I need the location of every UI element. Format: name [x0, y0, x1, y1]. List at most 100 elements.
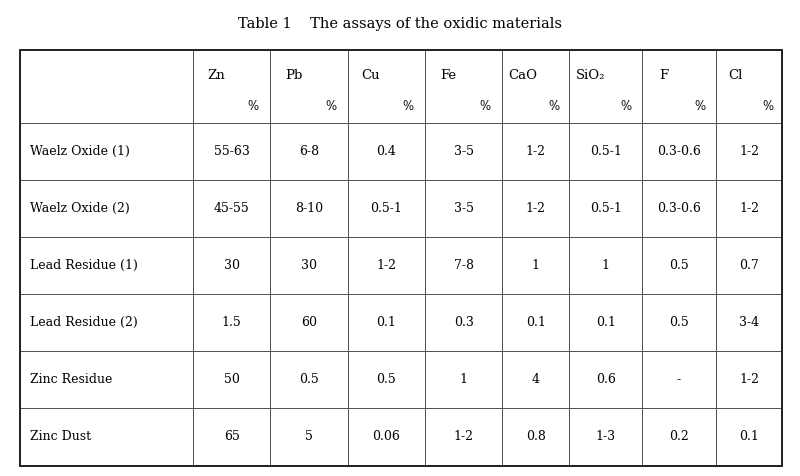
Text: 50: 50 [224, 373, 240, 387]
Text: %: % [694, 100, 705, 113]
Bar [20, 408, 193, 466]
Bar [193, 294, 270, 351]
Text: 0.5: 0.5 [377, 373, 396, 387]
Bar [270, 180, 348, 237]
Text: Cu: Cu [362, 69, 380, 82]
Text: Pb: Pb [285, 69, 302, 82]
Bar [348, 123, 425, 180]
Bar [502, 180, 569, 237]
Bar [569, 351, 642, 408]
Text: 30: 30 [224, 259, 240, 272]
Text: Zinc Dust: Zinc Dust [30, 430, 91, 444]
Text: 0.3-0.6: 0.3-0.6 [657, 202, 701, 215]
Bar [569, 50, 642, 123]
Bar [569, 237, 642, 294]
Bar [20, 50, 782, 466]
Bar [270, 294, 348, 351]
Bar [642, 351, 715, 408]
Bar [642, 180, 715, 237]
Bar [569, 294, 642, 351]
Text: Waelz Oxide (1): Waelz Oxide (1) [30, 145, 130, 158]
Text: 1-2: 1-2 [526, 202, 546, 215]
Bar [569, 180, 642, 237]
Text: %: % [248, 100, 259, 113]
Text: 0.2: 0.2 [669, 430, 689, 444]
Bar [642, 294, 715, 351]
Bar [715, 123, 782, 180]
Text: 0.6: 0.6 [596, 373, 616, 387]
Bar [348, 294, 425, 351]
Text: Lead Residue (2): Lead Residue (2) [30, 316, 138, 329]
Bar [569, 123, 642, 180]
Bar [20, 50, 193, 123]
Bar [20, 180, 193, 237]
Text: 1-2: 1-2 [739, 373, 759, 387]
Bar [270, 123, 348, 180]
Text: 30: 30 [301, 259, 317, 272]
Text: 0.4: 0.4 [376, 145, 396, 158]
Bar [193, 123, 270, 180]
Text: 0.1: 0.1 [526, 316, 546, 329]
Bar [502, 237, 569, 294]
Bar [425, 123, 502, 180]
Bar [348, 180, 425, 237]
Bar [20, 237, 193, 294]
Bar [193, 408, 270, 466]
Text: 0.5: 0.5 [299, 373, 319, 387]
Text: 5: 5 [305, 430, 313, 444]
Text: F: F [660, 69, 669, 82]
Text: 1: 1 [602, 259, 610, 272]
Text: 60: 60 [301, 316, 317, 329]
Text: 0.3-0.6: 0.3-0.6 [657, 145, 701, 158]
Bar [270, 237, 348, 294]
Bar [193, 351, 270, 408]
Bar [502, 50, 569, 123]
Text: 0.1: 0.1 [376, 316, 396, 329]
Text: %: % [621, 100, 632, 113]
Bar [715, 294, 782, 351]
Text: %: % [480, 100, 490, 113]
Bar [193, 180, 270, 237]
Bar [425, 180, 502, 237]
Bar [348, 408, 425, 466]
Text: CaO: CaO [508, 69, 537, 82]
Text: 6-8: 6-8 [299, 145, 319, 158]
Text: 1.5: 1.5 [222, 316, 242, 329]
Bar [348, 351, 425, 408]
Text: 0.5: 0.5 [669, 316, 689, 329]
Bar [348, 50, 425, 123]
Text: 1-2: 1-2 [376, 259, 396, 272]
Bar [715, 180, 782, 237]
Bar [270, 50, 348, 123]
Text: %: % [402, 100, 414, 113]
Text: Lead Residue (1): Lead Residue (1) [30, 259, 138, 272]
Bar [502, 294, 569, 351]
Bar [715, 351, 782, 408]
Text: %: % [549, 100, 560, 113]
Text: SiO₂: SiO₂ [576, 69, 606, 82]
Bar [348, 237, 425, 294]
Bar [193, 50, 270, 123]
Text: 45-55: 45-55 [214, 202, 250, 215]
Bar [715, 408, 782, 466]
Text: 0.7: 0.7 [739, 259, 759, 272]
Text: Fe: Fe [440, 69, 456, 82]
Bar [270, 351, 348, 408]
Text: %: % [762, 100, 774, 113]
Text: 0.8: 0.8 [526, 430, 546, 444]
Text: -: - [677, 373, 681, 387]
Text: 0.5-1: 0.5-1 [370, 202, 402, 215]
Text: 1: 1 [459, 373, 467, 387]
Text: 8-10: 8-10 [295, 202, 323, 215]
Text: Zinc Residue: Zinc Residue [30, 373, 113, 387]
Text: 0.1: 0.1 [739, 430, 759, 444]
Bar [569, 408, 642, 466]
Text: Waelz Oxide (2): Waelz Oxide (2) [30, 202, 130, 215]
Bar [425, 50, 502, 123]
Bar [502, 408, 569, 466]
Text: 65: 65 [224, 430, 240, 444]
Text: 1: 1 [532, 259, 540, 272]
Text: 4: 4 [532, 373, 540, 387]
Bar [20, 351, 193, 408]
Text: 3-5: 3-5 [454, 145, 474, 158]
